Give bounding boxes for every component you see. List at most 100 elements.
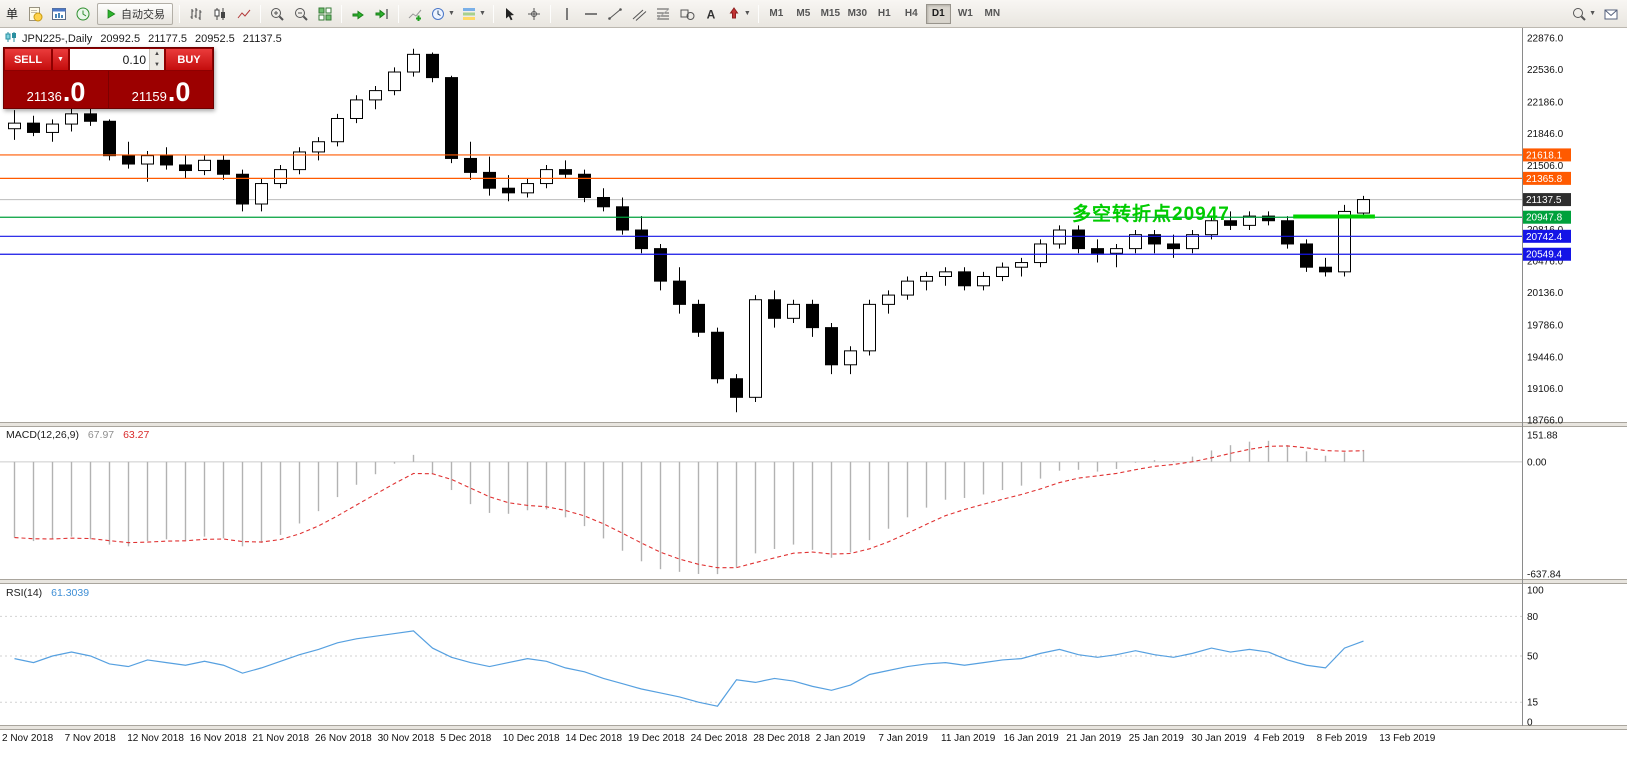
tile-windows-button[interactable] (313, 3, 337, 25)
buy-price-button[interactable]: 21159.0 (109, 71, 213, 108)
line-chart-button[interactable] (232, 3, 256, 25)
candle-down (122, 155, 135, 165)
date-label: 5 Dec 2018 (440, 733, 492, 744)
price-axis-label: 20476.0 (1527, 257, 1564, 268)
toolbar-separator (492, 4, 494, 23)
sell-price-button[interactable]: 21136.0 (4, 71, 109, 108)
candle-down (825, 327, 838, 366)
candle-up (1015, 262, 1028, 268)
fibonacci-icon (655, 6, 671, 22)
fibonacci-button[interactable] (651, 3, 675, 25)
new-order-button[interactable] (23, 3, 47, 25)
sell-dropdown-icon[interactable]: ▼ (52, 48, 69, 71)
date-label: 7 Nov 2018 (65, 733, 117, 744)
templates-icon (461, 6, 477, 22)
mail-button[interactable] (1599, 3, 1623, 25)
one-click-trade-panel: SELL ▼ ▲ ▼ BUY 21136.0 21159.0 (3, 47, 214, 109)
periods-button[interactable]: ▼ (427, 3, 458, 25)
cursor-button[interactable] (498, 3, 522, 25)
annotation-text[interactable]: 多空转折点20947 (1072, 204, 1230, 225)
timeframe-m15-button[interactable]: M15 (820, 8, 841, 19)
candlestick-button[interactable] (208, 3, 232, 25)
lot-stepper: ▲ ▼ (149, 49, 164, 70)
rsi-scale-label: 80 (1527, 612, 1539, 623)
market-watch-icon (75, 6, 91, 22)
chart-close: 21137.5 (242, 32, 282, 45)
lot-box: ▲ ▼ (69, 48, 165, 71)
zoom-out-button[interactable] (289, 3, 313, 25)
bar-chart-button[interactable] (184, 3, 208, 25)
shapes-button[interactable] (675, 3, 699, 25)
date-label: 28 Dec 2018 (753, 733, 810, 744)
lot-size-input[interactable] (70, 49, 149, 70)
horizontal-line-button[interactable] (579, 3, 603, 25)
vertical-line-button[interactable] (555, 3, 579, 25)
cursor-icon (502, 6, 518, 22)
chart-window-button[interactable] (47, 3, 71, 25)
line-chart-icon (236, 6, 252, 22)
candle-up (1243, 215, 1256, 226)
macd-signal-value: 63.27 (123, 429, 150, 441)
timeframe-d1-button[interactable]: D1 (925, 3, 951, 24)
zoom-in-button[interactable] (265, 3, 289, 25)
panel-divider[interactable] (0, 725, 1627, 730)
date-label: 13 Feb 2019 (1379, 733, 1436, 744)
lot-up-icon[interactable]: ▲ (150, 49, 164, 60)
candle-down (1300, 243, 1313, 268)
chart-open: 20992.5 (100, 32, 141, 45)
price-axis-label: 19446.0 (1527, 352, 1564, 363)
candle-up (255, 183, 268, 205)
market-watch-button[interactable] (71, 3, 95, 25)
auto-scroll-button[interactable] (346, 3, 370, 25)
timeframe-mn-button[interactable]: MN (984, 8, 1001, 19)
price-badge-text: 20742.4 (1526, 232, 1563, 243)
candle-up (787, 303, 800, 319)
macd-signal-line (14, 445, 1364, 569)
timeframe-w1-button[interactable]: W1 (957, 8, 973, 19)
channel-button[interactable] (627, 3, 651, 25)
candle-down (768, 299, 781, 319)
zoom-in-icon (269, 6, 285, 22)
price-badge-text: 21618.1 (1526, 150, 1563, 161)
buy-button[interactable]: BUY (165, 48, 213, 71)
toolbar-separator (757, 4, 759, 23)
templates-button[interactable]: ▼ (458, 3, 489, 25)
rsi-line (14, 630, 1364, 707)
lot-down-icon[interactable]: ▼ (150, 59, 164, 70)
toolbar-separator (341, 4, 343, 23)
arrows-icon (726, 6, 742, 22)
candle-up (312, 141, 325, 153)
panel-divider[interactable] (0, 579, 1627, 584)
timeframe-m30-button[interactable]: M30 (847, 8, 868, 19)
buy-price-decimal: .0 (167, 77, 191, 107)
macd-scale-label: 0.00 (1527, 457, 1547, 468)
bar-chart-icon (188, 6, 204, 22)
trendline-button[interactable] (603, 3, 627, 25)
candle-up (369, 90, 382, 101)
candle-up (901, 280, 914, 296)
svg-text:A: A (707, 7, 716, 21)
menu-label[interactable]: 单 (6, 7, 19, 21)
search-button[interactable]: ▼ (1568, 3, 1599, 25)
timeframe-h4-button[interactable]: H4 (904, 8, 918, 19)
candle-up (977, 275, 990, 287)
arrows-button[interactable]: ▼ (723, 3, 754, 25)
date-label: 2 Nov 2018 (2, 733, 54, 744)
timeframe-m5-button[interactable]: M5 (796, 8, 811, 19)
rsi-name: RSI(14) (6, 587, 43, 599)
price-axis-label: 20136.0 (1527, 288, 1564, 299)
crosshair-button[interactable] (522, 3, 546, 25)
text-label-button[interactable]: A (699, 3, 723, 25)
price-axis-label: 21846.0 (1527, 129, 1564, 140)
timeframe-m1-button[interactable]: M1 (769, 8, 784, 19)
chart-symbol-period: JPN225-,Daily (22, 32, 93, 45)
toolbar-separator (260, 4, 262, 23)
autotrading-button[interactable]: 自动交易 (97, 2, 174, 25)
indicators-button[interactable] (403, 3, 427, 25)
timeframe-h1-button[interactable]: H1 (877, 8, 891, 19)
chart-shift-button[interactable] (370, 3, 394, 25)
date-label: 2 Jan 2019 (816, 733, 866, 744)
sell-button[interactable]: SELL (4, 48, 52, 71)
panel-divider[interactable] (0, 422, 1627, 427)
